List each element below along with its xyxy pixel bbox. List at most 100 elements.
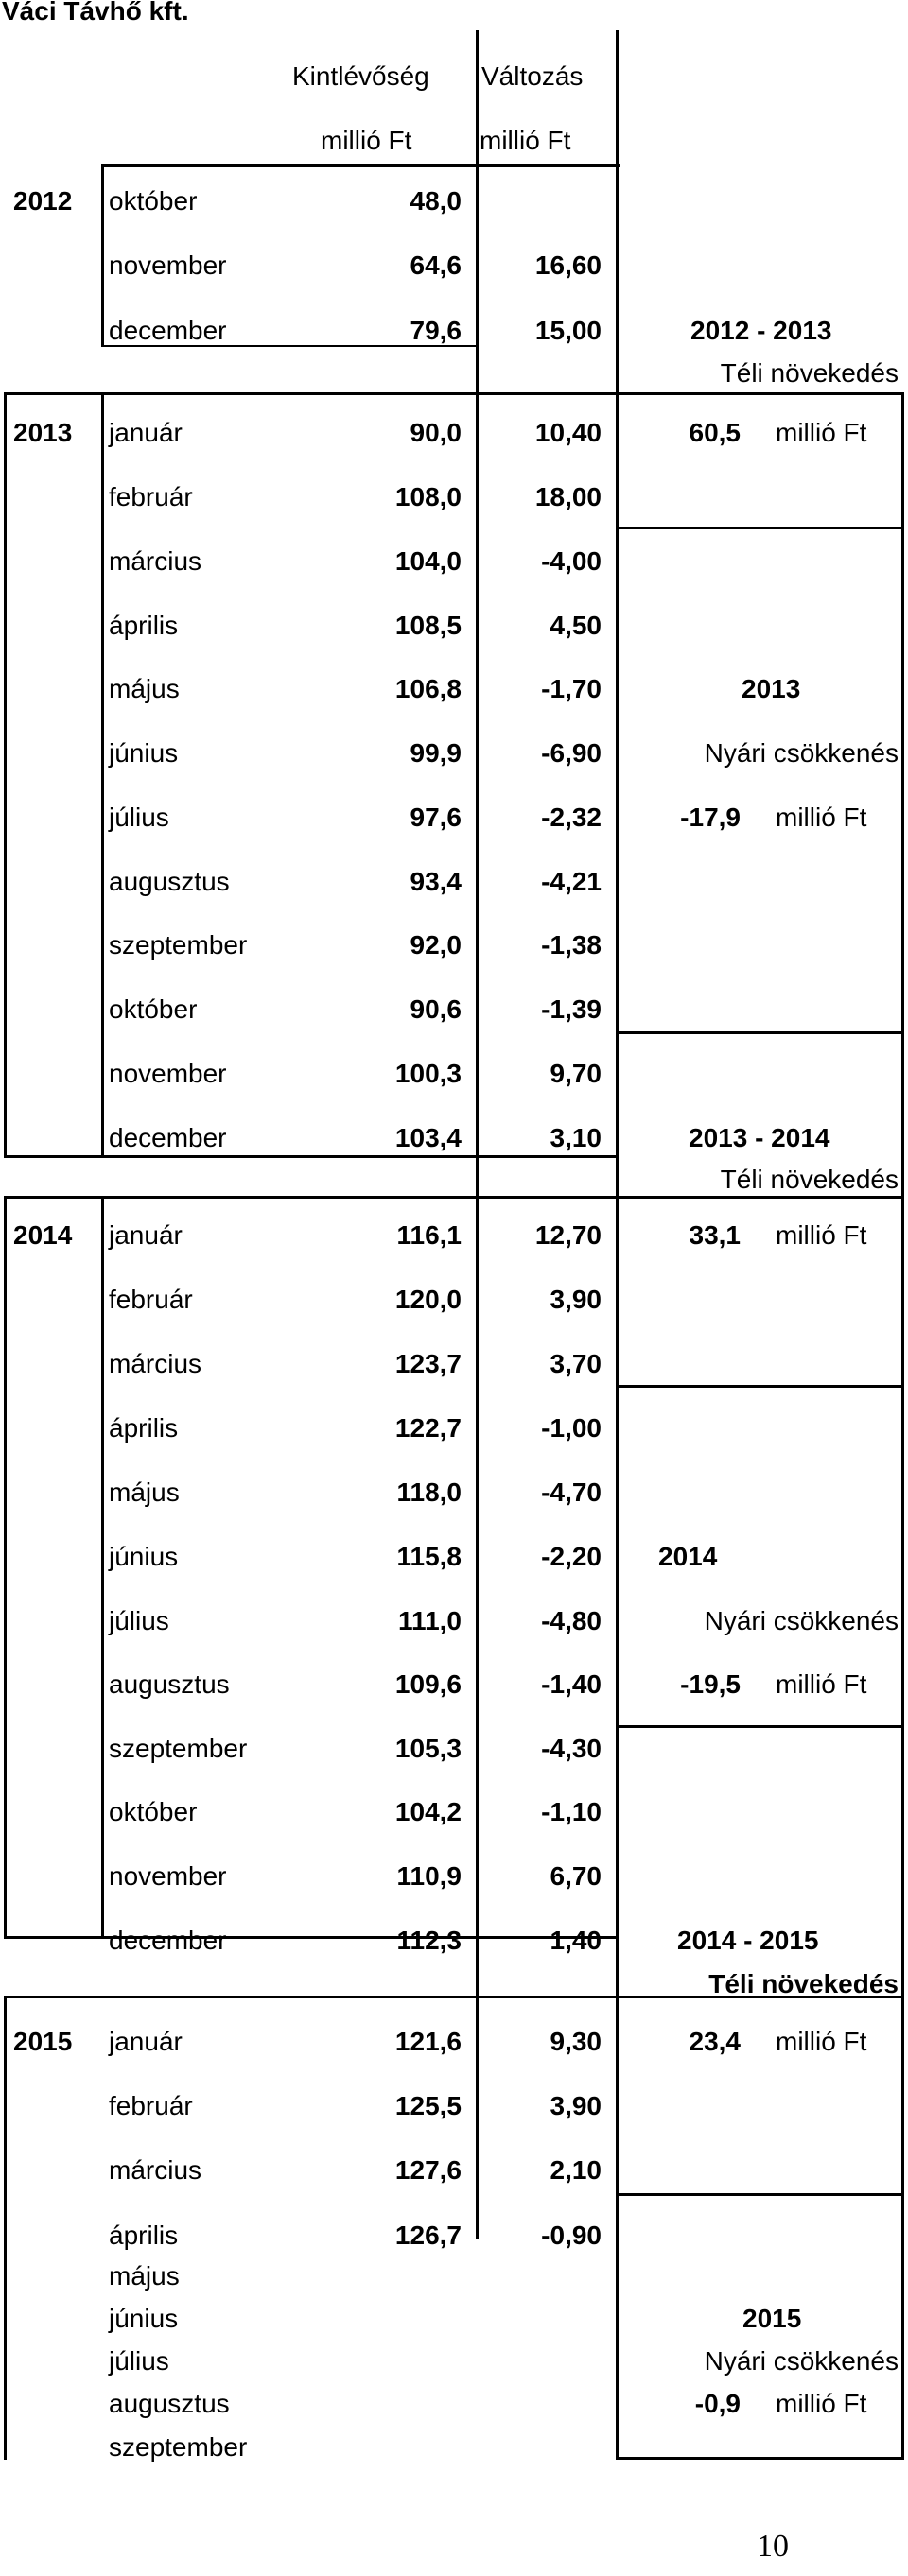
month-label: február: [109, 2091, 193, 2120]
summary-unit: millió Ft: [776, 418, 867, 447]
value-cell: 109,6: [394, 1669, 462, 1699]
page-number: 10: [757, 2529, 789, 2564]
month-label: augusztus: [109, 2389, 230, 2418]
summary-label: Nyári csökkenés: [704, 738, 899, 768]
month-label: augusztus: [109, 867, 230, 896]
month-label: március: [109, 2155, 202, 2185]
value-cell: 125,5: [394, 2091, 462, 2120]
month-label: december: [109, 316, 227, 345]
summary-period: 2013 - 2014: [689, 1123, 830, 1152]
month-label: április: [109, 611, 179, 640]
month-label: február: [109, 482, 193, 511]
change-cell: 1,40: [550, 1926, 602, 1955]
value-cell: 106,8: [394, 674, 462, 703]
value-cell: 64,6: [410, 251, 463, 280]
change-cell: -1,10: [541, 1797, 602, 1826]
change-cell: 3,70: [550, 1349, 602, 1378]
change-cell: 3,90: [550, 2091, 602, 2120]
value-cell: 116,1: [396, 1220, 462, 1250]
month-label: augusztus: [109, 1669, 230, 1699]
year-label: 2014: [13, 1220, 73, 1250]
company-title: Váci Távhő kft.: [2, 0, 189, 26]
summary-amount: -19,5: [680, 1669, 741, 1699]
year-label: 2013: [13, 418, 73, 447]
month-label: május: [109, 2261, 180, 2291]
change-cell: -2,32: [541, 803, 602, 832]
summary-label: Téli növekedés: [720, 1165, 899, 1194]
value-cell: 104,2: [394, 1797, 462, 1826]
change-cell: 9,70: [550, 1059, 602, 1088]
summary-amount: 33,1: [689, 1220, 742, 1250]
month-label: április: [109, 2221, 179, 2250]
summary-amount: -0,9: [694, 2389, 741, 2418]
value-cell: 122,7: [394, 1413, 462, 1443]
month-label: június: [109, 1542, 179, 1571]
header-kintlevoseg-unit: millió Ft: [321, 126, 412, 155]
summary-unit: millió Ft: [776, 803, 867, 832]
year-label: 2012: [13, 186, 73, 216]
value-cell: 97,6: [410, 803, 463, 832]
summary-period: 2012 - 2013: [690, 316, 832, 345]
month-label: június: [109, 2304, 179, 2333]
change-cell: -1,70: [541, 674, 602, 703]
change-cell: 15,00: [534, 316, 602, 345]
month-label: szeptember: [109, 2432, 248, 2462]
summary-period: 2014 - 2015: [677, 1926, 819, 1955]
summary-unit: millió Ft: [776, 1669, 867, 1699]
change-cell: 9,30: [550, 2027, 602, 2056]
summary-period: 2014: [658, 1542, 718, 1571]
value-cell: 123,7: [394, 1349, 462, 1378]
change-cell: -0,90: [541, 2221, 602, 2250]
month-label: szeptember: [109, 930, 248, 960]
value-cell: 121,6: [394, 2027, 462, 2056]
month-label: május: [109, 1478, 180, 1507]
month-label: március: [109, 546, 202, 576]
value-cell: 105,3: [394, 1734, 462, 1763]
change-cell: 2,10: [550, 2155, 602, 2185]
change-cell: -1,40: [541, 1669, 602, 1699]
summary-amount: -17,9: [680, 803, 741, 832]
summary-amount: 23,4: [689, 2027, 742, 2056]
change-cell: -1,38: [541, 930, 602, 960]
change-cell: 3,90: [550, 1285, 602, 1314]
month-label: október: [109, 994, 198, 1024]
value-cell: 100,3: [394, 1059, 462, 1088]
value-cell: 103,4: [394, 1123, 462, 1152]
change-cell: -4,70: [541, 1478, 602, 1507]
month-label: január: [109, 418, 183, 447]
change-cell: -4,21: [541, 867, 602, 896]
change-cell: -4,00: [541, 546, 602, 576]
value-cell: 92,0: [410, 930, 463, 960]
header-valtozas-unit: millió Ft: [480, 126, 571, 155]
change-cell: -4,80: [541, 1606, 602, 1635]
month-label: november: [109, 251, 227, 280]
month-label: július: [109, 803, 169, 832]
change-cell: 18,00: [534, 482, 602, 511]
change-cell: -1,39: [541, 994, 602, 1024]
summary-label: Nyári csökkenés: [704, 1606, 899, 1635]
change-cell: -1,00: [541, 1413, 602, 1443]
value-cell: 48,0: [410, 186, 463, 216]
month-label: október: [109, 1797, 198, 1826]
header-valtozas: Változás: [481, 61, 584, 91]
month-label: január: [109, 2027, 183, 2056]
month-label: november: [109, 1861, 227, 1891]
summary-unit: millió Ft: [776, 2389, 867, 2418]
summary-label: Téli növekedés: [720, 358, 899, 388]
value-cell: 104,0: [394, 546, 462, 576]
change-cell: 6,70: [550, 1861, 602, 1891]
value-cell: 120,0: [394, 1285, 462, 1314]
month-label: július: [109, 2346, 169, 2376]
summary-unit: millió Ft: [776, 2027, 867, 2056]
value-cell: 108,0: [394, 482, 462, 511]
value-cell: 90,0: [410, 418, 463, 447]
summary-label: Nyári csökkenés: [704, 2346, 899, 2376]
value-cell: 108,5: [394, 611, 462, 640]
month-label: szeptember: [109, 1734, 248, 1763]
value-cell: 90,6: [410, 994, 463, 1024]
summary-period: 2013: [742, 674, 801, 703]
change-cell: 16,60: [534, 251, 602, 280]
month-label: március: [109, 1349, 202, 1378]
year-label: 2015: [13, 2027, 73, 2056]
summary-amount: 60,5: [689, 418, 742, 447]
